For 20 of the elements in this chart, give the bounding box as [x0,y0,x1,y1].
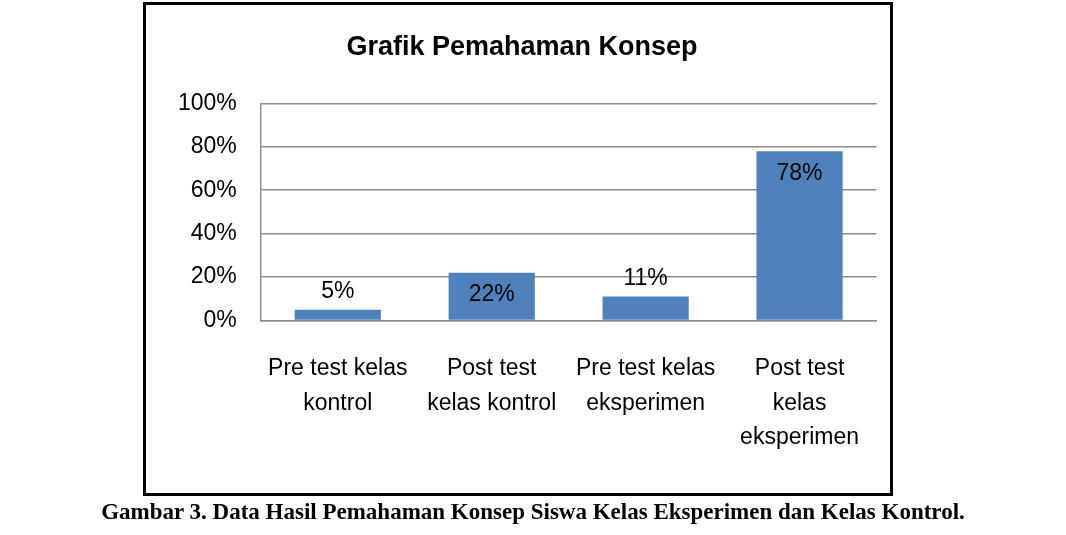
bar [448,272,535,320]
x-tick-label: Post test kelas eksperimen [740,354,859,450]
data-label: 22% [468,280,515,307]
text: Gambar 3. Data Hasil Pemahaman Konsep Siswa Kelas Eksperimen dan Kelas Kontrol. [100,499,966,525]
bar [294,309,381,320]
y-tick-label: 60% [190,175,237,202]
x-tick-label: Post test kelas kontrol [427,354,557,415]
bar [602,296,689,320]
y-tick-label: 80% [190,132,237,159]
data-label: 5% [321,276,355,303]
x-tick-label: Pre test kelas kontrol [268,354,408,415]
y-tick-label: 0% [203,305,237,332]
x-tick-label: Pre test kelas eksperimen [575,354,716,415]
chart-title: Grafik Pemahaman Konsep [346,30,698,61]
bar [756,151,843,320]
y-tick-label: 20% [190,262,237,289]
data-label: 78% [776,158,823,185]
y-tick-label: 40% [190,219,237,245]
y-tick-label: 100% [178,88,237,115]
data-label: 11% [623,263,668,290]
